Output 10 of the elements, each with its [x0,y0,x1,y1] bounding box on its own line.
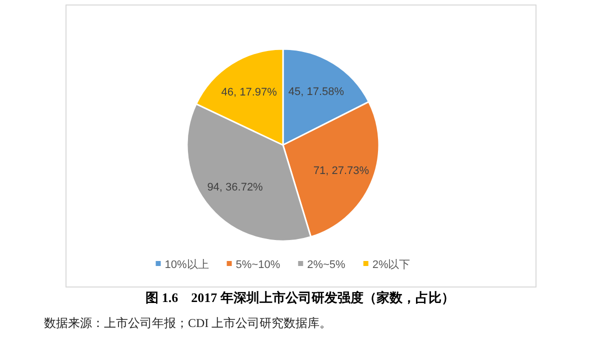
data-label: 71, 27.73% [313,164,370,177]
legend-label: 5%~10% [236,259,280,271]
source-note: 数据来源：上市公司年报；CDI 上市公司研究数据库。 [44,316,332,330]
data-label: 46, 17.97% [221,86,278,98]
legend-label: 2%~5% [307,259,346,271]
legend-label: 2%以下 [372,258,410,271]
data-label: 94, 36.72% [207,181,264,194]
legend-label: 10%以上 [164,258,209,271]
text: 图 1.6 2017 年深圳上市公司研发强度（家数，占比） [146,290,454,305]
data-label: 45, 17.58% [288,86,344,98]
